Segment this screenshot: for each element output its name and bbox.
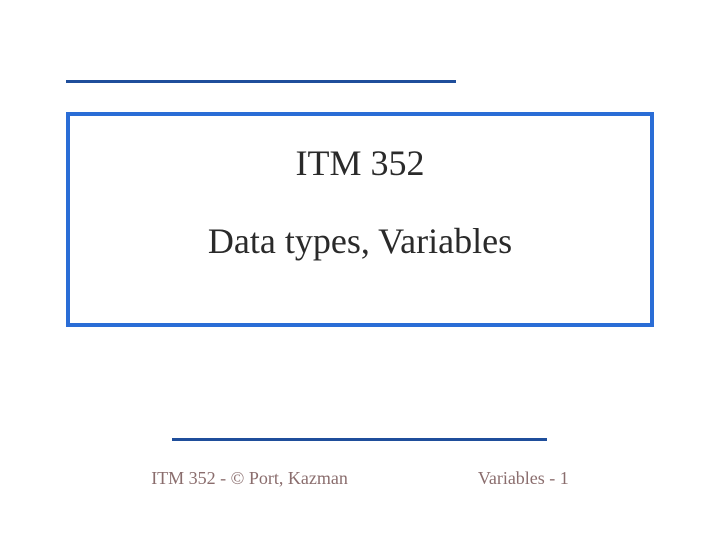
- footer-page-label: Variables - 1: [478, 468, 569, 489]
- title-line-2: Data types, Variables: [208, 220, 512, 262]
- footer-copyright: ITM 352 - © Port, Kazman: [151, 468, 348, 489]
- title-box: ITM 352 Data types, Variables: [66, 112, 654, 327]
- footer: ITM 352 - © Port, Kazman Variables - 1: [0, 468, 720, 489]
- top-divider-rule: [66, 80, 456, 83]
- bottom-divider-rule: [172, 438, 547, 441]
- title-line-1: ITM 352: [296, 142, 425, 184]
- slide: ITM 352 Data types, Variables ITM 352 - …: [0, 0, 720, 540]
